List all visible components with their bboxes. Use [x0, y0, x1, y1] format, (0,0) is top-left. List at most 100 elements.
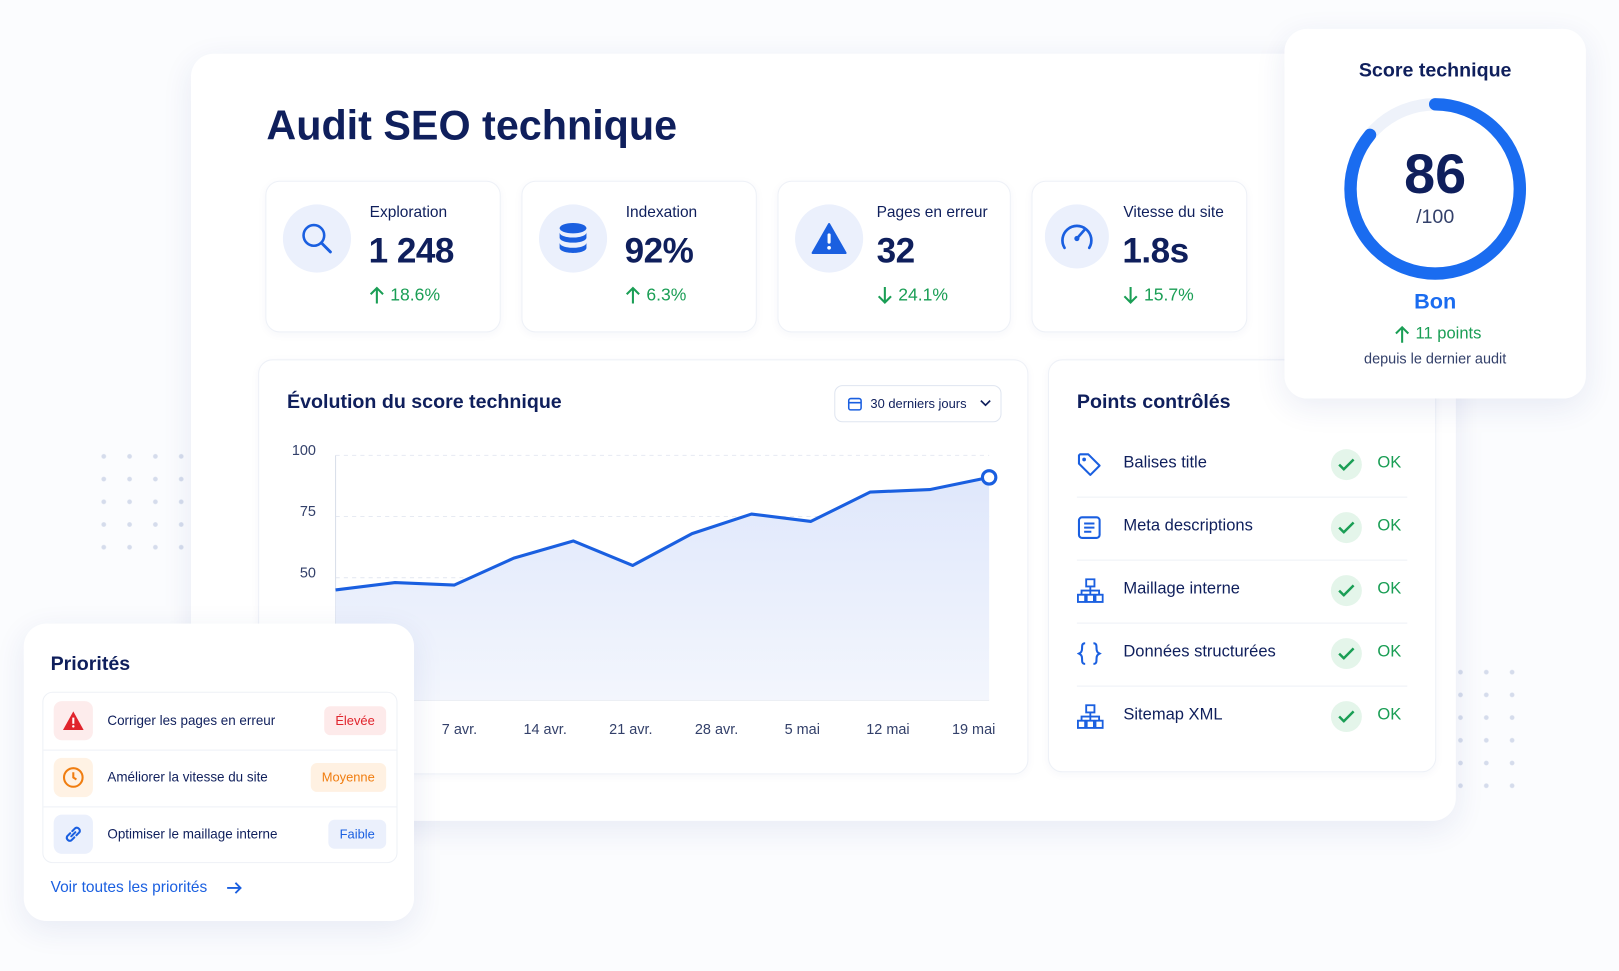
- arrow-up: [369, 286, 384, 304]
- kpi-change: 24.1%: [898, 284, 949, 305]
- area: [335, 477, 990, 701]
- priorities-title: Priorités: [50, 653, 131, 676]
- score-change: 11 points: [1415, 325, 1482, 343]
- check-icon: [1330, 449, 1362, 481]
- kpi-value: 32: [876, 231, 916, 271]
- document-icon: [1077, 516, 1101, 539]
- score-card: Score technique 86 /100 Bon 11 points de…: [1284, 28, 1586, 399]
- score-rating: Bon: [1414, 290, 1457, 314]
- score-value: 86: [1404, 143, 1467, 206]
- priority-row: Corriger les pages en erreur Élevée: [43, 693, 397, 751]
- kpi-label: Exploration: [369, 203, 448, 221]
- y-tick-label: 75: [300, 504, 316, 520]
- kpi-icon: [538, 204, 608, 273]
- kpi-change: 18.6%: [390, 284, 441, 305]
- check-icon: [1330, 512, 1362, 544]
- sitemap-icon: [1077, 704, 1104, 729]
- kpi-value: 1.8s: [1122, 231, 1189, 271]
- arrow-right: [227, 882, 242, 894]
- kpi-label: Pages en erreur: [876, 203, 988, 221]
- priorities-card: Priorités Corriger les pages en erreur É…: [23, 623, 415, 921]
- kpi-icon: [795, 204, 864, 273]
- kpi-card: Pages en erreur 32 24.1%: [777, 180, 1011, 333]
- checks-title: Points contrôlés: [1076, 391, 1231, 413]
- x-tick-label: 7 avr.: [442, 722, 477, 738]
- priorities-link[interactable]: Voir toutes les priorités: [50, 878, 208, 897]
- braces-icon: [1076, 642, 1102, 665]
- priority-row: Optimiser le maillage interne Faible: [43, 806, 396, 863]
- check-status: OK: [1377, 580, 1402, 598]
- check-label: Meta descriptions: [1123, 517, 1253, 535]
- page-title: Audit SEO technique: [266, 103, 678, 149]
- priority-label: Améliorer la vitesse du site: [107, 769, 268, 785]
- check-label: Données structurées: [1123, 643, 1276, 661]
- x-tick-label: 21 avr.: [609, 722, 652, 738]
- priority-icon: [53, 757, 93, 798]
- date-range-label: 30 derniers jours: [870, 396, 967, 411]
- date-range-dropdown[interactable]: 30 derniers jours: [834, 385, 1002, 423]
- kpi-value: 1 248: [368, 231, 455, 271]
- check-label: Maillage interne: [1123, 580, 1240, 598]
- kpi-change: 15.7%: [1144, 284, 1194, 305]
- priority-label: Corriger les pages en erreur: [107, 712, 276, 728]
- sitemap-icon: [1077, 578, 1104, 603]
- gauge-arc: [1344, 98, 1527, 280]
- arrow-up: [1395, 325, 1410, 343]
- priority-icon: [53, 701, 93, 741]
- check-status: OK: [1377, 454, 1402, 472]
- priorities-list: Corriger les pages en erreur Élevée Amél…: [42, 691, 398, 864]
- x-tick-label: 12 mai: [866, 722, 909, 738]
- x-tick-label: 28 avr.: [695, 722, 738, 738]
- priority-badge: Élevée: [323, 706, 387, 736]
- kpi-value: 92%: [624, 231, 694, 271]
- priority-label: Optimiser le maillage interne: [107, 826, 278, 842]
- decor-dots: [90, 445, 195, 559]
- check-row: Données structurées OK: [1076, 623, 1408, 687]
- check-row: Balises title OK: [1076, 434, 1408, 498]
- end-point: [980, 469, 998, 486]
- kpi-label: Vitesse du site: [1123, 203, 1224, 221]
- check-status: OK: [1377, 706, 1402, 724]
- x-tick-label: 19 mai: [952, 722, 995, 738]
- kpi-icon: [282, 204, 352, 273]
- y-tick-label: 50: [300, 565, 316, 581]
- kpi-card: Vitesse du site 1.8s 15.7%: [1031, 180, 1248, 333]
- line: [335, 475, 990, 592]
- arrow-down: [1123, 287, 1138, 304]
- checks-card: Points contrôlés Balises title OK Meta d…: [1047, 359, 1437, 773]
- priority-badge: Faible: [328, 819, 387, 849]
- check-icon: [1330, 701, 1362, 733]
- y-tick-label: 100: [292, 443, 316, 459]
- score-gauge: [1344, 98, 1527, 280]
- arrow-down: [877, 287, 892, 304]
- priority-row: Améliorer la vitesse du site Moyenne: [43, 750, 397, 808]
- check-row: Maillage interne OK: [1076, 560, 1408, 624]
- arrow-up: [625, 286, 640, 304]
- check-icon: [1330, 638, 1362, 670]
- tag-icon: [1077, 453, 1101, 476]
- calendar-icon: [847, 397, 862, 411]
- check-status: OK: [1377, 517, 1402, 535]
- check-status: OK: [1377, 643, 1402, 661]
- chevron-down: [980, 400, 991, 407]
- x-tick-label: 14 avr.: [523, 722, 566, 738]
- check-label: Sitemap XML: [1123, 706, 1223, 724]
- check-row: Meta descriptions OK: [1076, 497, 1408, 561]
- score-max: /100: [1416, 206, 1455, 229]
- kpi-card: Exploration 1 248 18.6%: [265, 180, 501, 333]
- check-label: Balises title: [1123, 454, 1207, 472]
- check-row: Sitemap XML OK: [1077, 686, 1407, 749]
- kpi-icon: [1044, 204, 1109, 269]
- kpi-change: 6.3%: [646, 284, 687, 305]
- decor-dots: [1447, 660, 1526, 798]
- score-title: Score technique: [1358, 59, 1512, 82]
- chart-title: Évolution du score technique: [287, 391, 562, 413]
- score-note: depuis le dernier audit: [1364, 350, 1507, 367]
- priority-icon: [53, 814, 93, 854]
- kpi-card: Indexation 92% 6.3%: [521, 180, 757, 333]
- kpi-label: Indexation: [625, 203, 698, 221]
- x-tick-label: 5 mai: [785, 722, 820, 738]
